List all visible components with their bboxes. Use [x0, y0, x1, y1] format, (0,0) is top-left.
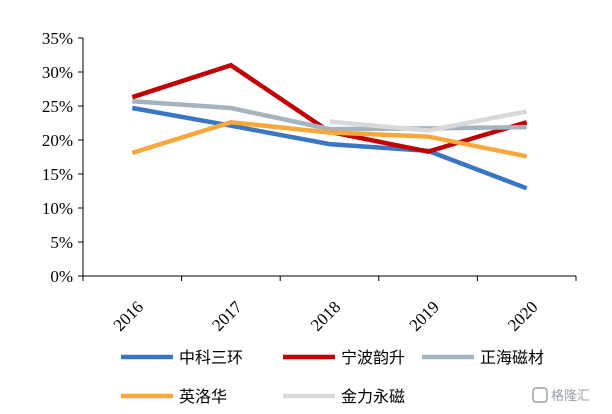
x-tick-labels: 2016 2017 2018 2019 2020	[82, 276, 577, 335]
watermark: 格隆汇	[532, 387, 590, 404]
x-tick-label: 2016	[110, 297, 147, 334]
series-line-4	[131, 120, 528, 159]
y-tick-labels: 0% 5% 10% 15% 20% 25% 30% 35%	[42, 29, 83, 286]
y-tick-label: 30%	[42, 63, 73, 82]
y-tick-label: 0%	[50, 267, 73, 286]
series-line-3	[132, 98, 527, 132]
y-tick-label: 35%	[42, 29, 73, 48]
legend-label: 中科三环	[179, 348, 243, 367]
watermark-text: 格隆汇	[551, 388, 590, 404]
series-line-1	[131, 105, 528, 191]
x-tick-label: 2020	[504, 297, 541, 334]
series-line-2	[131, 62, 528, 154]
legend-label: 金力永磁	[341, 387, 405, 406]
series-line-5	[329, 109, 528, 133]
x-tick-label: 2018	[307, 297, 344, 334]
series-lines	[131, 62, 528, 191]
y-tick-label: 25%	[42, 97, 73, 116]
y-tick-label: 10%	[42, 199, 73, 218]
legend-label: 英洛华	[179, 387, 227, 406]
axes	[82, 38, 576, 277]
y-tick-label: 20%	[42, 131, 73, 150]
y-tick-label: 5%	[50, 233, 73, 252]
y-tick-label: 15%	[42, 165, 73, 184]
legend-label: 正海磁材	[480, 348, 544, 367]
watermark-logo-icon	[532, 387, 548, 403]
x-tick-label: 2019	[405, 297, 442, 334]
x-tick-label: 2017	[208, 297, 246, 335]
legend-label: 宁波韵升	[341, 348, 405, 367]
